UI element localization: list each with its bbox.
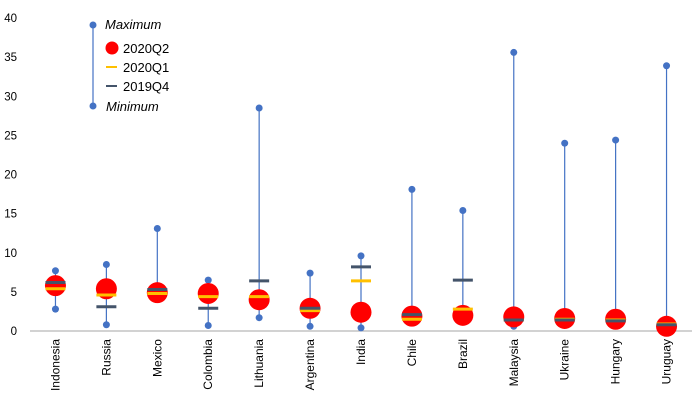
minimum-point [204,322,212,330]
legend-maximum-label: Maximum [105,17,162,32]
x-tick-label: Russia [99,339,113,376]
x-tick-label: Uruguay [660,339,674,384]
y-tick-label: 15 [4,209,17,221]
legend-minimum-label: Minimum [106,99,159,114]
minimum-point [51,305,59,313]
y-tick-label: 30 [4,91,17,103]
legend: Maximum 2020Q2 2020Q1 2019Q4 Minimum [89,17,169,114]
x-tick-label: Hungary [609,339,623,384]
maximum-point [255,104,263,112]
y-tick-label: 10 [4,248,17,260]
maximum-point [204,276,212,284]
maximum-point [663,62,671,70]
x-tick-label: Argentina [303,339,317,391]
maximum-point [306,269,314,277]
q2-2020-point [656,315,678,337]
x-tick-label: Chile [405,339,419,367]
x-tick-label: India [354,339,368,365]
maximum-point [408,185,416,193]
y-tick-label: 35 [4,52,17,64]
data-marks [44,48,678,337]
legend-q2-marker [105,41,119,55]
minimum-point [102,321,110,329]
x-tick-label: Malaysia [507,339,521,387]
x-tick-label: Ukraine [558,339,572,381]
q2-2020-point [197,282,219,304]
x-tick-label: Indonesia [48,339,62,391]
y-axis: 0 5 10 15 20 25 30 35 40 [4,13,17,338]
maximum-point [459,206,467,214]
y-tick-label: 25 [4,130,17,142]
maximum-point [153,224,161,232]
y-tick-label: 20 [4,170,17,182]
legend-q4-label: 2019Q4 [123,79,169,94]
legend-q1-label: 2020Q1 [123,60,169,75]
q2-2020-point [248,289,270,311]
minimum-point [255,314,263,322]
q2-2020-point [503,306,525,328]
maximum-point [357,252,365,260]
minimum-point [306,322,314,330]
x-axis-labels: Indonesia Russia Mexico Colombia Lithuania Ar… [48,339,673,391]
y-tick-label: 0 [11,326,17,338]
q2-2020-point [44,275,66,297]
x-tick-label: Mexico [150,339,164,377]
y-tick-label: 5 [11,287,17,299]
maximum-point [612,136,620,144]
x-tick-label: Colombia [201,339,215,390]
q2-2020-point [401,305,423,327]
maximum-point [561,139,569,147]
legend-min-marker [89,102,97,110]
x-tick-label: Brazil [456,339,470,369]
maximum-point [102,260,110,268]
legend-max-marker [89,21,97,29]
minimum-point [357,324,365,332]
x-tick-label: Lithuania [252,339,266,388]
maximum-point [51,267,59,275]
q2-2020-point [350,301,372,323]
whiskers [54,52,668,328]
y-tick-label: 40 [4,13,17,25]
legend-q2-label: 2020Q2 [123,41,169,56]
maximum-point [510,48,518,56]
